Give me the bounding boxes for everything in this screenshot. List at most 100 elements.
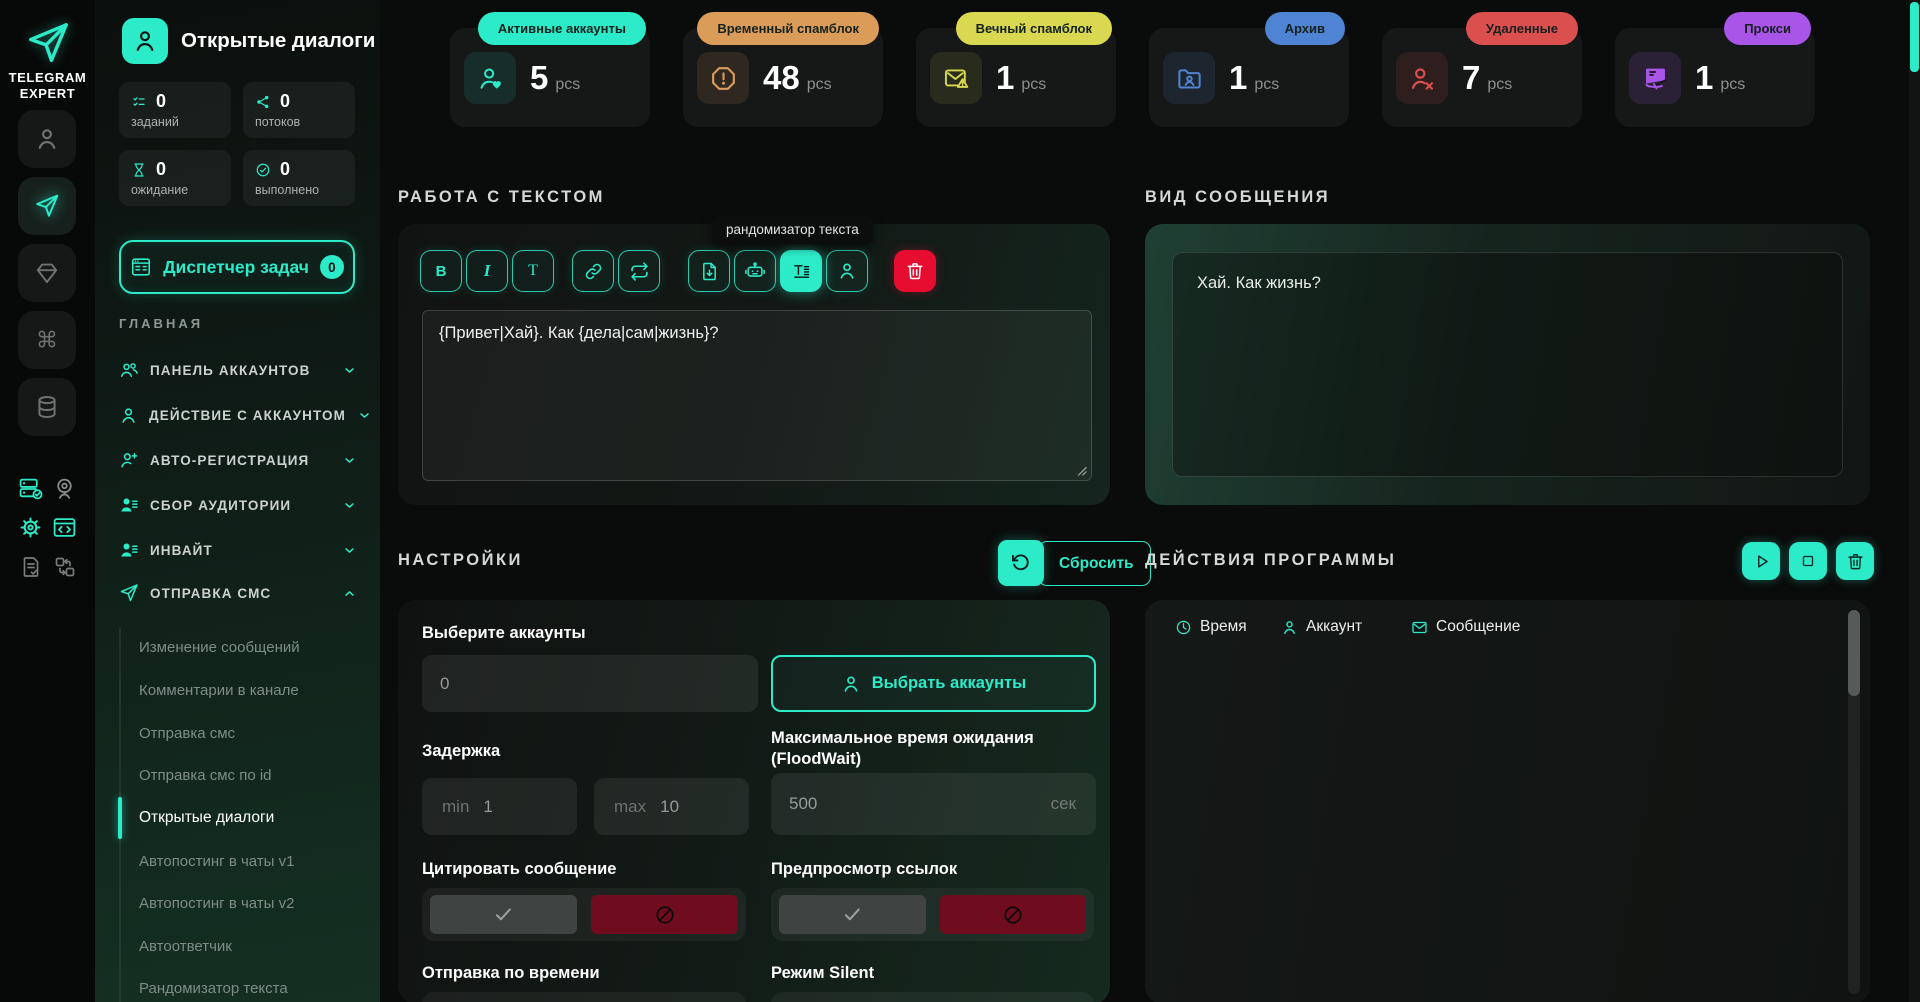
- counter-value: 0: [280, 91, 291, 111]
- server-check-icon[interactable]: [18, 476, 43, 501]
- reset-button[interactable]: Сбросить: [998, 540, 1151, 586]
- repeat-icon[interactable]: [618, 250, 660, 292]
- diamond-icon: [34, 260, 60, 286]
- task-manager-button[interactable]: Диспетчер задач 0: [119, 240, 355, 294]
- ban-icon[interactable]: [591, 895, 738, 934]
- submenu-label: Комментарии в канале: [139, 681, 299, 699]
- robot-icon[interactable]: [734, 250, 776, 292]
- rail-item-premium[interactable]: [18, 244, 76, 302]
- section-title-text-work: РАБОТА С ТЕКСТОМ: [398, 188, 605, 206]
- floodwait-input[interactable]: 500 сек: [771, 773, 1096, 835]
- counter-label: ожидание: [131, 183, 189, 197]
- counter-value: 0: [280, 159, 291, 179]
- counter-threads: 0 потоков: [243, 82, 355, 138]
- submenu-item-channel-comments[interactable]: Комментарии в канале: [139, 679, 299, 701]
- stat-value: 1: [1695, 59, 1714, 96]
- submenu-item-send-sms[interactable]: Отправка смс: [139, 722, 235, 744]
- sidebar-item-audience-collection[interactable]: СБОР АУДИТОРИИ: [119, 487, 357, 523]
- person-icon[interactable]: [826, 250, 868, 292]
- rail-item-database[interactable]: [18, 378, 76, 436]
- actions-scrollbar-thumb[interactable]: [1848, 610, 1860, 696]
- hourglass-icon: [131, 162, 147, 178]
- submenu-item-text-randomizer[interactable]: Рандомизатор текста: [139, 977, 288, 999]
- submenu-item-edit-messages[interactable]: Изменение сообщений: [139, 636, 300, 658]
- trash-icon[interactable]: [894, 250, 936, 292]
- column-label: Аккаунт: [1306, 618, 1363, 635]
- submenu-item-autoposting-v1[interactable]: Автопостинг в чаты v1: [139, 850, 294, 872]
- tooltip: рандомизатор текста: [712, 216, 873, 244]
- status-badge: Удаленные: [1465, 12, 1578, 45]
- title-icon[interactable]: T: [512, 250, 554, 292]
- text-randomizer-icon[interactable]: [780, 250, 822, 292]
- delay-max-value: 10: [660, 796, 680, 816]
- people-icon: [119, 360, 139, 380]
- sidebar-item-label: ОТПРАВКА СМС: [150, 585, 272, 601]
- counter-value: 0: [156, 159, 167, 179]
- delay-min-input[interactable]: min 1: [422, 778, 577, 835]
- column-label: Сообщение: [1436, 618, 1521, 635]
- page-title: Открытые диалоги: [181, 29, 376, 52]
- counter-label: заданий: [131, 115, 179, 129]
- accounts-count-input[interactable]: 0: [422, 655, 758, 712]
- webcam-icon[interactable]: [52, 476, 77, 501]
- status-badge: Активные аккаунты: [477, 12, 646, 45]
- sidebar-item-sms-sending[interactable]: ОТПРАВКА СМС: [119, 575, 357, 611]
- check-icon[interactable]: [779, 895, 926, 934]
- submenu-label: Отправка смс: [139, 724, 236, 742]
- sidebar-item-invite[interactable]: ИНВАЙТ: [119, 532, 357, 568]
- chevron-down-icon: [342, 363, 357, 378]
- sidebar-section-label: ГЛАВНАЯ: [119, 316, 204, 331]
- settings-panel: Выберите аккаунты 0 Выбрать аккаунты Зад…: [398, 600, 1110, 1002]
- actions-log-panel: Время Аккаунт Сообщение: [1145, 600, 1870, 1002]
- sidebar-item-account-action[interactable]: ДЕЙСТВИЕ С АККАУНТОМ: [119, 397, 357, 433]
- stat-value: 1: [1229, 59, 1248, 96]
- brand-line-2: EXPERT: [19, 86, 76, 101]
- document-check-icon[interactable]: [18, 554, 43, 579]
- person-icon: [122, 18, 168, 64]
- rail-item-sending[interactable]: [18, 177, 76, 235]
- sidebar-item-label: СБОР АУДИТОРИИ: [150, 497, 292, 513]
- stop-icon[interactable]: [1789, 542, 1827, 580]
- submenu-item-open-dialogs[interactable]: Открытые диалоги: [139, 807, 274, 829]
- page-scrollbar-thumb[interactable]: [1910, 2, 1919, 72]
- person-list-icon: [119, 495, 139, 515]
- actions-scrollbar-track: [1848, 610, 1860, 994]
- italic-icon[interactable]: I: [466, 250, 508, 292]
- silent-toggle[interactable]: [771, 992, 1094, 1002]
- gear-icon[interactable]: [18, 515, 43, 540]
- sidebar-item-accounts-panel[interactable]: ПАНЕЛЬ АККАУНТОВ: [119, 352, 357, 388]
- proxy-icon: [1629, 52, 1681, 104]
- select-accounts-button[interactable]: Выбрать аккаунты: [771, 655, 1096, 712]
- status-badge: Архив: [1264, 12, 1345, 45]
- person-icon: [34, 126, 60, 152]
- swap-icon[interactable]: [52, 554, 77, 579]
- sidebar-item-auto-registration[interactable]: АВТО-РЕГИСТРАЦИЯ: [119, 442, 357, 478]
- sidebar-item-label: АВТО-РЕГИСТРАЦИЯ: [150, 452, 310, 468]
- rail-item-tools[interactable]: [18, 311, 76, 369]
- submenu-item-autoresponder[interactable]: Автоответчик: [139, 935, 232, 957]
- delay-max-input[interactable]: max 10: [594, 778, 749, 835]
- submenu-item-send-sms-by-id[interactable]: Отправка смс по id: [139, 764, 272, 786]
- submenu-item-autoposting-v2[interactable]: Автопостинг в чаты v2: [139, 892, 294, 914]
- play-icon[interactable]: [1742, 542, 1780, 580]
- mail-warning-icon: [930, 52, 982, 104]
- submenu-label: Автоответчик: [139, 937, 232, 955]
- trash-icon[interactable]: [1836, 542, 1874, 580]
- active-item-indicator: [118, 797, 122, 839]
- floodwait-label: Максимальное время ожидания (FloodWait): [771, 729, 1034, 768]
- submenu-label: Изменение сообщений: [139, 638, 300, 656]
- stat-unit: pcs: [555, 75, 581, 93]
- ban-icon[interactable]: [939, 895, 1086, 934]
- code-window-icon[interactable]: [52, 515, 77, 540]
- submenu-label: Открытые диалоги: [139, 809, 275, 826]
- file-download-icon[interactable]: [688, 250, 730, 292]
- check-icon[interactable]: [430, 895, 577, 934]
- command-icon: [33, 326, 61, 354]
- message-text-input[interactable]: {Привет|Хай}. Как {дела|сам|жизнь}?: [422, 310, 1092, 481]
- submenu-label: Отправка смс по id: [139, 766, 272, 784]
- rail-item-accounts[interactable]: [18, 110, 76, 168]
- link-icon[interactable]: [572, 250, 614, 292]
- scheduled-toggle[interactable]: [422, 992, 746, 1002]
- bold-icon[interactable]: B: [420, 250, 462, 292]
- chevron-up-icon: [342, 586, 357, 601]
